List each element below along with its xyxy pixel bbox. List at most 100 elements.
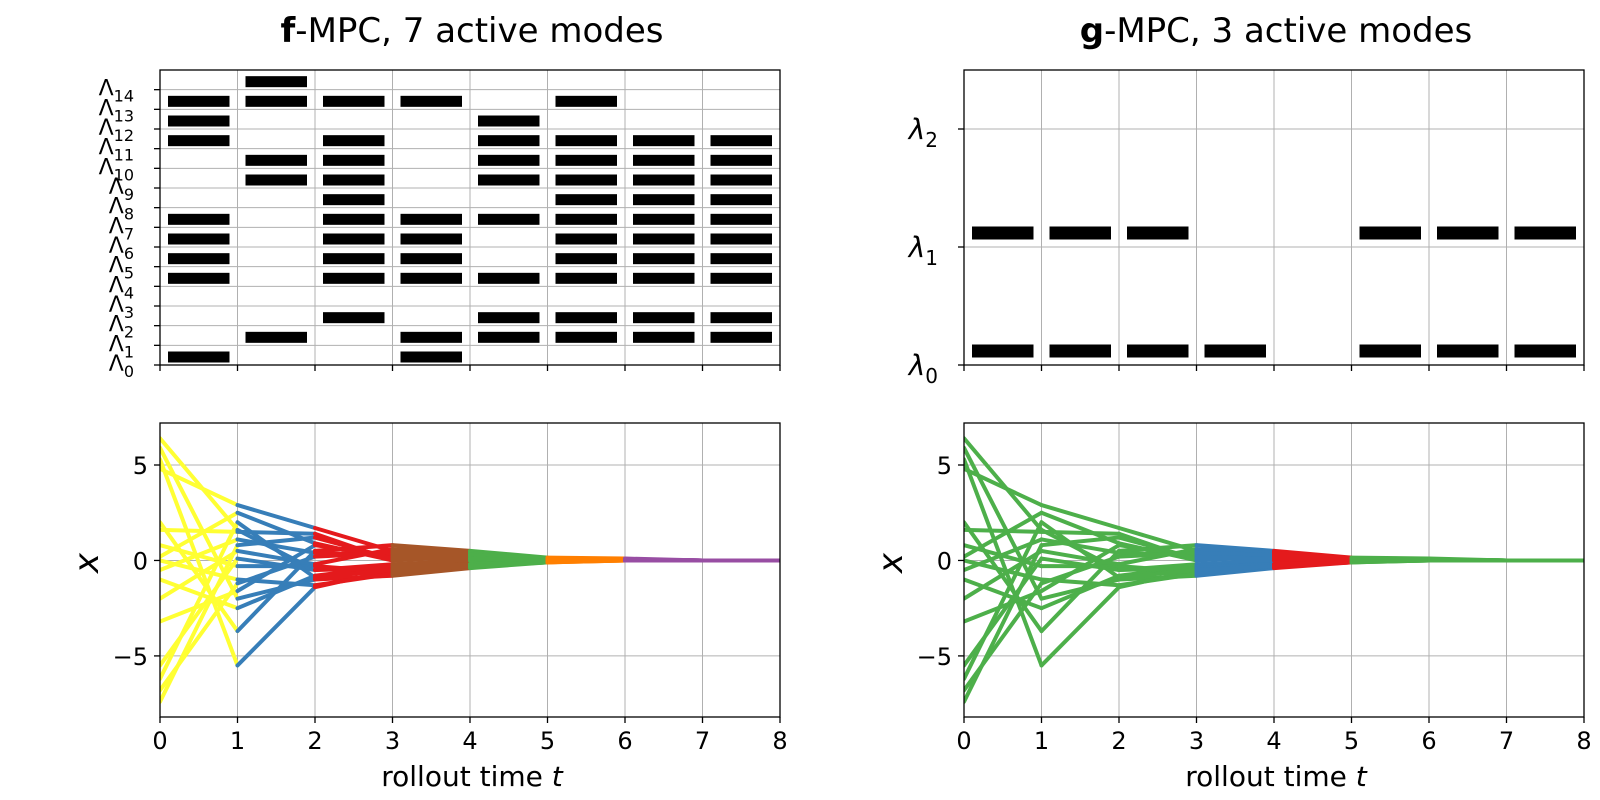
g-traj-traj-14-seg-2 — [1117, 568, 1199, 580]
f-modes-bar-step5-mode9 — [555, 174, 617, 186]
f-modes-bar-step5-mode11 — [555, 135, 617, 147]
g-traj-traj-13-seg-2 — [1117, 566, 1199, 572]
f-modes-bar-step2-mode2 — [323, 312, 385, 324]
g-modes-bar-step1-mode1 — [1049, 226, 1111, 240]
f-modes-bar-step6-mode11 — [633, 135, 695, 147]
g-traj-ytick-label-0: −5 — [917, 643, 952, 671]
g-modes-bar-step5-mode1 — [1359, 226, 1421, 240]
f-modes-bar-step4-mode1 — [478, 331, 540, 343]
g-modes-bar-step0-mode0 — [972, 344, 1034, 358]
f-modes-mode-label-9: Λ9 — [109, 175, 134, 204]
g-traj-traj-16-seg-0 — [964, 543, 1044, 704]
left-title-rest: -MPC, 7 active modes — [295, 11, 663, 51]
f-modes-bar-step2-mode8 — [323, 194, 385, 206]
f-traj-traj-14-seg-0 — [160, 520, 240, 681]
g-traj-traj-16-seg-2 — [1117, 535, 1199, 561]
f-traj-xtick-label-4: 4 — [462, 727, 477, 755]
left-ylabel: x — [67, 552, 107, 574]
f-modes-mode-label-2: Λ2 — [109, 313, 134, 342]
f-modes-mode-label-0: Λ0 — [109, 352, 134, 381]
f-modes-bar-step7-mode9 — [710, 174, 772, 186]
left-xlabel-text: rollout time — [381, 760, 552, 793]
f-modes-bar-step6-mode1 — [633, 331, 695, 343]
right-title-bold: g — [1080, 11, 1104, 51]
g-modes-bar-step7-mode0 — [1514, 344, 1576, 358]
g-traj-trajectories — [964, 436, 1584, 704]
f-modes-bar-step7-mode10 — [710, 154, 772, 166]
right-xlabel-var: t — [1356, 760, 1368, 793]
f-traj-xtick-label-2: 2 — [307, 727, 322, 755]
f-modes-bar-step5-mode8 — [555, 194, 617, 206]
f-modes-bar-step0-mode11 — [168, 135, 230, 147]
f-traj-traj-11-seg-3 — [390, 547, 472, 555]
f-traj-traj-16-seg-0 — [160, 543, 240, 704]
f-traj-xtick-label-5: 5 — [540, 727, 555, 755]
f-traj-traj-16-seg-4 — [468, 556, 550, 563]
g-traj-traj-16-seg-4 — [1272, 556, 1354, 563]
g-modes-bar-step2-mode0 — [1127, 344, 1189, 358]
g-traj-traj-2-seg-1 — [1039, 585, 1121, 668]
f-modes-bar-step3-mode5 — [400, 253, 462, 265]
f-traj-traj-7-seg-0 — [160, 510, 240, 559]
g-traj-traj-4-seg-3 — [1194, 543, 1276, 553]
f-traj-trajectories — [160, 436, 780, 704]
g-modes-bar-step7-mode1 — [1514, 226, 1576, 240]
f-modes-bar-step7-mode6 — [710, 233, 772, 245]
f-traj-traj-14-seg-2 — [313, 568, 395, 580]
g-traj-traj-8-seg-2 — [1117, 571, 1199, 588]
g-modes-bar-step0-mode1 — [972, 226, 1034, 240]
f-traj-segment-2 — [313, 526, 395, 590]
f-traj-ytick-label-2: 5 — [133, 452, 148, 480]
f-traj-traj-3-seg-1 — [235, 503, 317, 530]
f-modes-bar-step6-mode6 — [633, 233, 695, 245]
f-modes-mode-label-8: Λ8 — [109, 195, 134, 224]
f-modes-bar-step5-mode2 — [555, 312, 617, 324]
g-modes-mode-label-2: λ2 — [907, 113, 938, 152]
right-xlabel: rollout time t — [1185, 760, 1368, 793]
g-traj-xtick-label-8: 8 — [1576, 727, 1591, 755]
f-modes-bar-step2-mode13 — [323, 95, 385, 107]
panel-f-mpc-trajectories: 0 1 2 3 4 5 6 7 8 −5 0 5 — [113, 422, 788, 755]
f-modes-bar-step5-mode1 — [555, 331, 617, 343]
f-traj-segment-0 — [160, 436, 240, 704]
f-modes-mode-label-4: Λ4 — [109, 273, 134, 302]
f-modes-bar-step2-mode6 — [323, 233, 385, 245]
g-traj-traj-2-seg-0 — [964, 457, 1044, 668]
g-modes-bar-step3-mode0 — [1204, 344, 1266, 358]
g-modes-mode-label-1: λ1 — [907, 231, 938, 270]
f-modes-mode-label-3: Λ3 — [109, 293, 134, 322]
f-traj-xtick-label-3: 3 — [385, 727, 400, 755]
f-traj-traj-13-seg-2 — [313, 566, 395, 572]
f-modes-bar-step7-mode11 — [710, 135, 772, 147]
f-traj-traj-16-seg-2 — [313, 535, 395, 561]
f-modes-bar-step7-mode1 — [710, 331, 772, 343]
g-traj-traj-13-seg-0 — [964, 556, 1044, 668]
f-modes-bar-step4-mode7 — [478, 213, 540, 225]
g-traj-traj-5-seg-0 — [964, 527, 1044, 534]
f-traj-segment-6 — [623, 556, 705, 563]
g-traj-segment-4 — [1272, 548, 1354, 571]
g-modes-mode-label-0: λ0 — [907, 349, 938, 388]
f-modes-bar-step3-mode4 — [400, 272, 462, 284]
f-traj-traj-2-seg-1 — [235, 585, 317, 668]
f-modes-mode-label-12: Λ12 — [99, 116, 134, 145]
g-traj-traj-16-seg-1 — [1039, 535, 1121, 548]
f-modes-bar-step1-mode10 — [245, 154, 307, 166]
g-traj-traj-14-seg-0 — [964, 520, 1044, 681]
f-modes-bar-step5-mode6 — [555, 233, 617, 245]
f-modes-bar-step3-mode1 — [400, 331, 462, 343]
g-traj-traj-14-seg-4 — [1272, 560, 1354, 569]
f-modes-bar-step3-mode6 — [400, 233, 462, 245]
f-modes-bar-step4-mode12 — [478, 115, 540, 127]
f-modes-bar-step5-mode4 — [555, 272, 617, 284]
g-traj-xtick-label-2: 2 — [1111, 727, 1126, 755]
g-traj-traj-12-seg-0 — [964, 589, 1044, 624]
f-traj-traj-0-seg-3 — [390, 558, 472, 567]
f-modes-bar-step0-mode6 — [168, 233, 230, 245]
g-traj-traj-15-seg-4 — [1272, 552, 1354, 561]
g-traj-segment-2 — [1117, 526, 1199, 590]
f-traj-xtick-label-1: 1 — [230, 727, 245, 755]
f-modes-bar-step3-mode0 — [400, 351, 462, 363]
f-traj-traj-14-seg-4 — [468, 560, 550, 569]
g-traj-traj-0-seg-0 — [964, 436, 1044, 532]
